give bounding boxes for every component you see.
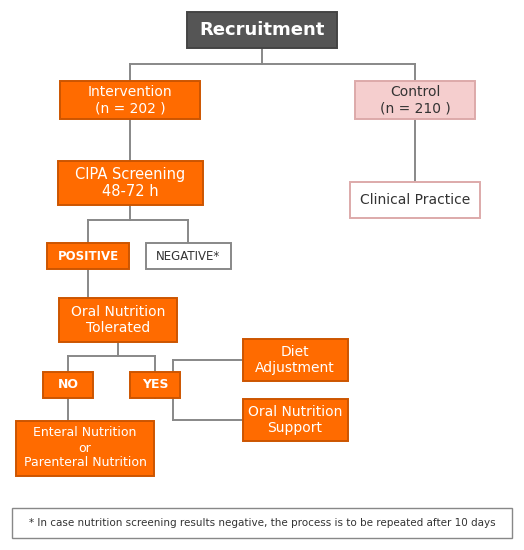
Text: NO: NO (58, 378, 79, 392)
Text: Diet
Adjustment: Diet Adjustment (255, 345, 335, 375)
Text: Intervention
(n = 202 ): Intervention (n = 202 ) (88, 85, 172, 115)
FancyBboxPatch shape (16, 421, 154, 476)
FancyBboxPatch shape (12, 508, 512, 538)
Text: POSITIVE: POSITIVE (58, 250, 118, 262)
Text: Enteral Nutrition
or
Parenteral Nutrition: Enteral Nutrition or Parenteral Nutritio… (24, 426, 146, 470)
FancyBboxPatch shape (355, 81, 475, 119)
Text: CIPA Screening
48-72 h: CIPA Screening 48-72 h (75, 167, 185, 199)
FancyBboxPatch shape (58, 161, 202, 205)
Text: * In case nutrition screening results negative, the process is to be repeated af: * In case nutrition screening results ne… (29, 518, 495, 528)
FancyBboxPatch shape (130, 372, 180, 398)
FancyBboxPatch shape (243, 399, 347, 441)
FancyBboxPatch shape (187, 12, 337, 48)
Text: Clinical Practice: Clinical Practice (360, 193, 470, 207)
FancyBboxPatch shape (146, 243, 231, 269)
Text: Oral Nutrition
Tolerated: Oral Nutrition Tolerated (71, 305, 165, 335)
Text: YES: YES (142, 378, 168, 392)
FancyBboxPatch shape (350, 182, 480, 218)
Text: Oral Nutrition
Support: Oral Nutrition Support (248, 405, 342, 435)
Text: NEGATIVE*: NEGATIVE* (156, 250, 220, 262)
FancyBboxPatch shape (243, 339, 347, 381)
FancyBboxPatch shape (43, 372, 93, 398)
FancyBboxPatch shape (59, 298, 177, 342)
Text: Control
(n = 210 ): Control (n = 210 ) (379, 85, 450, 115)
FancyBboxPatch shape (47, 243, 129, 269)
Text: Recruitment: Recruitment (199, 21, 325, 39)
FancyBboxPatch shape (60, 81, 200, 119)
